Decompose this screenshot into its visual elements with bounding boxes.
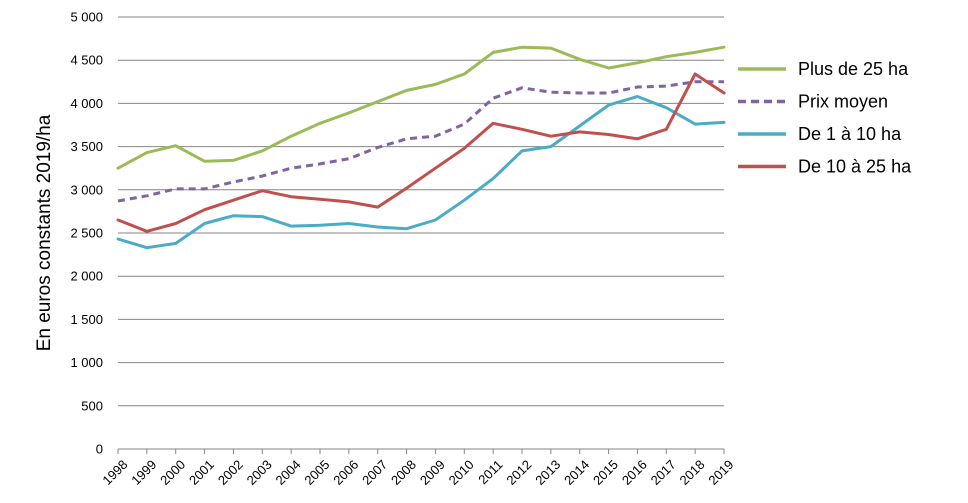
x-tick-label: 2013	[532, 457, 563, 488]
legend: Plus de 25 ha Prix moyen De 1 à 10 ha De 10…	[738, 59, 912, 177]
y-tick-label: 5 000	[70, 10, 103, 25]
y-tick-label: 2 000	[70, 269, 103, 284]
x-axis-ticks: 1998199920002001200220032004200520062007…	[99, 449, 736, 488]
x-tick-label: 2018	[677, 457, 708, 488]
x-tick-label: 2002	[215, 457, 246, 488]
y-tick-label: 500	[81, 398, 103, 413]
series-line	[116, 95, 726, 250]
x-tick-label: 1998	[99, 457, 130, 488]
x-tick-label: 2017	[648, 457, 679, 488]
y-tick-label: 2 500	[70, 226, 103, 241]
series-line	[117, 80, 724, 203]
x-tick-label: 2012	[503, 457, 534, 488]
x-tick-label: 2005	[301, 457, 332, 488]
legend-label: De 1 à 10 ha	[798, 124, 902, 144]
legend-label: Plus de 25 ha	[798, 59, 909, 79]
y-tick-label: 0	[96, 442, 103, 457]
legend-label: Prix moyen	[798, 92, 888, 112]
x-tick-label: 1999	[128, 457, 159, 488]
x-tick-label: 2016	[619, 457, 650, 488]
series-line	[116, 45, 726, 170]
legend-label: De 10 à 25 ha	[798, 157, 912, 177]
series-lines	[116, 45, 726, 250]
x-tick-label: 2001	[186, 457, 217, 488]
x-tick-label: 2007	[359, 457, 390, 488]
y-axis-ticks: 0 500 1 000 1 500 2 000 2 500 3 000 3 500 4 000 4…	[70, 10, 103, 457]
gridlines	[118, 16, 724, 407]
x-tick-label: 2004	[273, 457, 304, 488]
y-axis-label: En euros constants 2019/ha	[34, 114, 55, 351]
x-tick-label: 2011	[475, 457, 505, 487]
x-tick-label: 2015	[590, 457, 621, 488]
x-tick-label: 2000	[157, 457, 188, 488]
x-tick-label: 2006	[330, 457, 361, 488]
y-tick-label: 1 000	[70, 355, 103, 370]
x-tick-label: 2008	[388, 457, 419, 488]
y-tick-label: 4 000	[70, 96, 103, 111]
series-line	[116, 72, 726, 233]
y-tick-label: 3 500	[70, 139, 103, 154]
y-tick-label: 3 000	[70, 182, 103, 197]
x-tick-label: 2010	[446, 457, 477, 488]
y-tick-label: 1 500	[70, 312, 103, 327]
x-tick-label: 2014	[561, 457, 592, 488]
y-tick-label: 4 500	[70, 53, 103, 68]
x-tick-label: 2009	[417, 457, 448, 488]
x-tick-label: 2019	[705, 457, 736, 488]
x-tick-label: 2003	[244, 457, 275, 488]
